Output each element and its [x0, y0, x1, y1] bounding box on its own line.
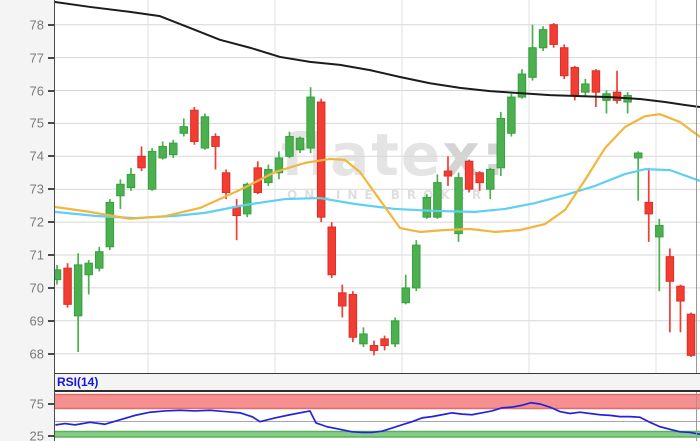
candlestick	[633, 151, 643, 201]
axis-tick	[48, 434, 54, 437]
candlestick	[538, 26, 548, 52]
candlestick	[200, 113, 210, 150]
rsi-panel[interactable]	[55, 392, 700, 441]
candlestick	[190, 106, 199, 145]
candlestick	[126, 167, 136, 191]
candlestick	[84, 259, 93, 295]
candlestick	[285, 131, 294, 158]
candlestick	[179, 118, 189, 137]
candlestick	[686, 312, 696, 357]
price-axis-label: 73	[29, 181, 44, 197]
price-axis-label: 78	[29, 17, 44, 33]
candlestick	[665, 248, 675, 333]
candlestick	[612, 70, 622, 104]
price-axis-label: 75	[29, 115, 44, 131]
axis-tick	[48, 286, 54, 289]
watermark-brand-suffix: x:	[442, 121, 507, 189]
candlestick	[676, 284, 685, 333]
rsi-indicator-label: RSI(14)	[57, 375, 99, 389]
candlestick	[306, 87, 315, 154]
candlestick	[390, 317, 400, 348]
candlestick	[422, 194, 432, 219]
axis-tick	[48, 221, 54, 224]
price-axis-label: 76	[29, 83, 44, 98]
candlestick	[401, 274, 410, 305]
price-axis-label: 77	[29, 50, 44, 66]
axis-tick	[48, 122, 54, 125]
candlestick	[295, 136, 305, 154]
price-axis-label: 72	[29, 214, 44, 230]
candlestick	[147, 148, 157, 191]
candlestick	[338, 284, 347, 318]
rsi-line	[55, 401, 700, 436]
candlestick	[73, 253, 83, 353]
candlestick	[63, 263, 72, 308]
candlestick	[528, 24, 537, 81]
axis-tick	[48, 403, 54, 405]
price-axis: 78 77 76 75 74 73 72 71 70 69 68 75 25	[0, 0, 55, 441]
candlestick	[105, 199, 115, 251]
ma-line-black	[55, 0, 700, 108]
candlestick	[549, 23, 558, 48]
candlestick	[655, 218, 664, 292]
candlestick	[581, 78, 590, 96]
candlestick	[623, 92, 632, 114]
candlestick	[221, 169, 231, 200]
axis-tick	[48, 352, 54, 355]
candlestick	[359, 327, 368, 348]
candlesticks	[55, 23, 696, 357]
candlestick	[380, 335, 389, 351]
price-axis-label: 68	[29, 346, 44, 362]
rsi-oversold-band	[55, 431, 700, 437]
watermark-tagline: ONLINE BROKER	[287, 188, 489, 202]
price-axis-label: 69	[29, 313, 44, 329]
candlestick	[168, 139, 178, 158]
candlestick	[591, 69, 601, 107]
candlestick	[158, 141, 167, 160]
candlestick	[644, 167, 654, 242]
axis-tick	[48, 155, 54, 158]
price-axis-label: 70	[29, 280, 44, 296]
candlestick	[485, 167, 495, 200]
candlestick	[55, 264, 62, 285]
axis-tick	[48, 319, 54, 322]
candlestick	[433, 174, 442, 219]
candlestick	[475, 171, 484, 191]
candlestick	[496, 111, 506, 177]
candlestick	[211, 133, 220, 170]
main-chart-panel[interactable]: flatex: ONLINE BROKER	[55, 0, 700, 373]
candlestick	[274, 151, 284, 180]
candlestick	[559, 44, 569, 79]
ma-line-orange	[55, 113, 700, 234]
indicator-divider-strip: RSI(14)	[55, 373, 700, 392]
axis-tick	[48, 56, 54, 59]
candlestick-chart[interactable]	[55, 0, 700, 373]
rsi-axis-label: 75	[29, 396, 44, 412]
candlestick	[507, 93, 516, 137]
axis-tick	[48, 23, 54, 26]
axis-tick	[48, 254, 54, 256]
rsi-axis-label: 25	[29, 428, 44, 441]
candlestick	[602, 90, 611, 114]
candlestick	[327, 222, 336, 279]
axis-tick	[48, 188, 54, 191]
ma-line-cyan	[55, 168, 700, 220]
rsi-chart[interactable]	[55, 392, 700, 441]
candlestick	[369, 340, 379, 356]
candlestick	[253, 161, 263, 195]
candlestick	[348, 291, 358, 343]
candlestick	[242, 182, 252, 218]
candlestick	[454, 172, 463, 242]
axis-tick	[48, 89, 54, 92]
candlestick	[116, 179, 125, 209]
candlestick	[464, 159, 474, 193]
candlestick	[412, 240, 421, 292]
price-axis-label: 74	[29, 148, 44, 164]
candlestick	[443, 156, 453, 186]
rsi-overbought-band	[55, 394, 700, 409]
price-axis-label: 71	[29, 247, 44, 263]
candlestick	[95, 246, 104, 272]
candlestick	[137, 146, 146, 172]
